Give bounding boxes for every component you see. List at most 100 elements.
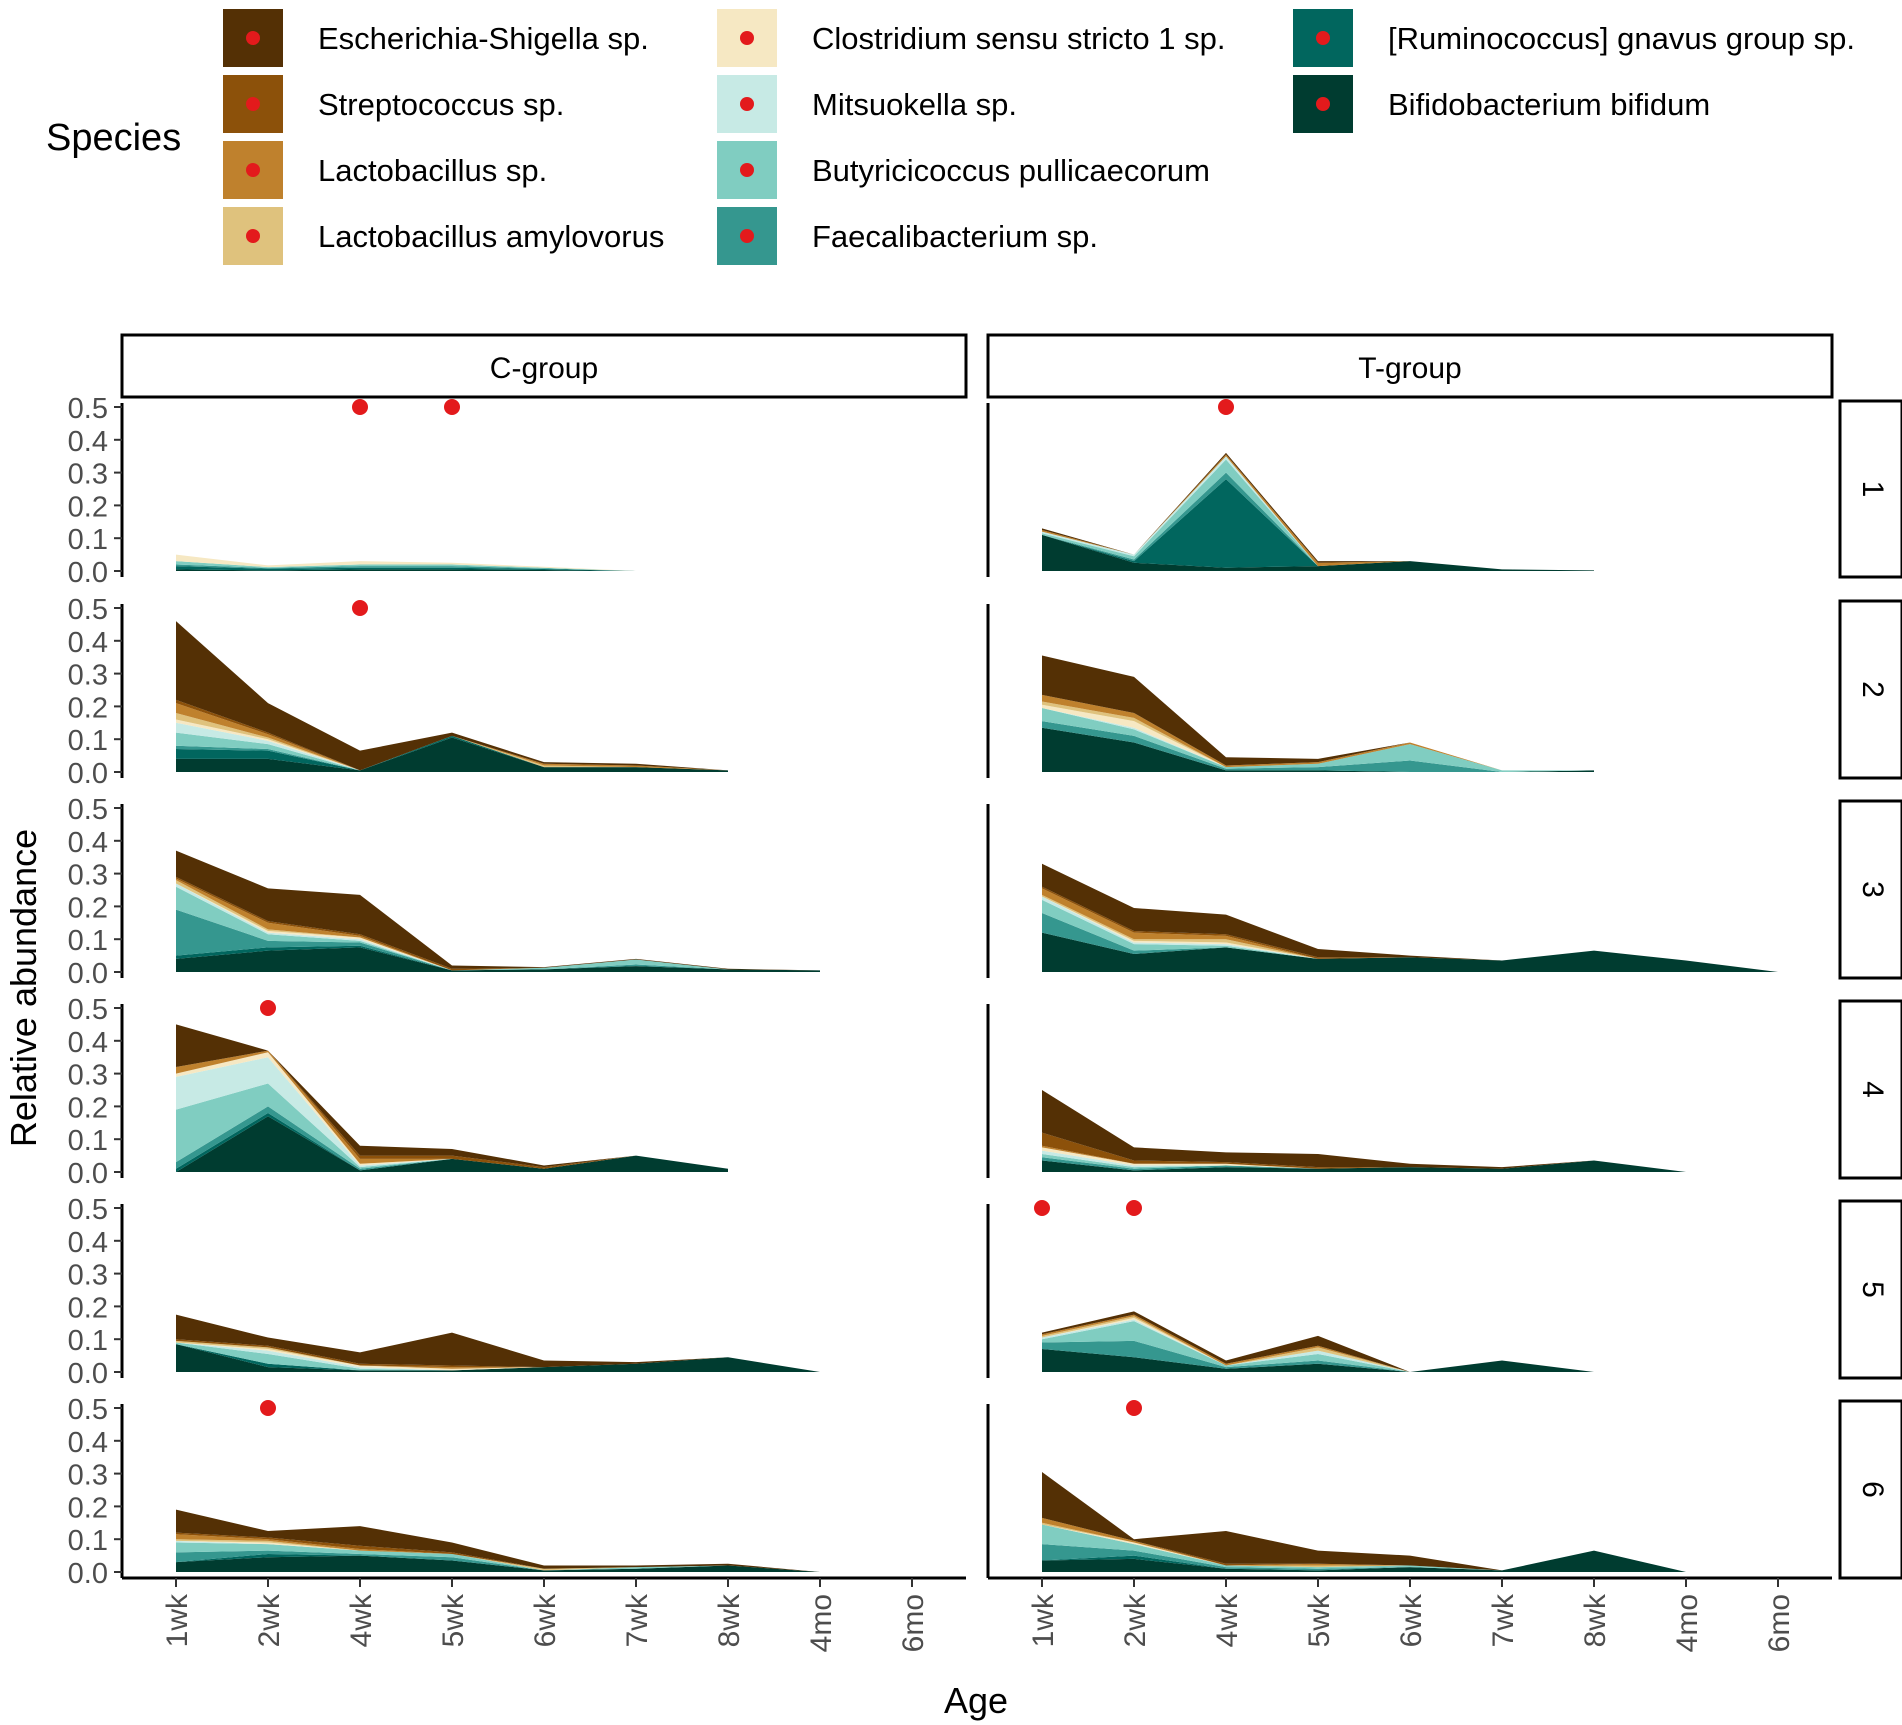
area-band — [1042, 655, 1594, 771]
y-tick-label: 0.4 — [68, 627, 108, 659]
area-band — [176, 1542, 820, 1572]
y-tick-label: 0.4 — [68, 1027, 108, 1059]
x-tick-label: 5wk — [437, 1593, 470, 1647]
area-band — [1042, 727, 1594, 772]
marker-point — [260, 1400, 276, 1416]
area-band — [176, 703, 728, 771]
legend-marker — [246, 229, 260, 243]
panel — [176, 1400, 820, 1572]
marker-point — [352, 600, 368, 616]
y-tick-label: 0.1 — [68, 1125, 108, 1157]
x-tick-label: 6wk — [529, 1593, 562, 1647]
y-tick-label: 0.3 — [68, 1260, 108, 1292]
legend-item: Lactobacillus amylovorus — [221, 205, 664, 267]
area-band — [176, 947, 820, 972]
area-band — [1042, 1550, 1686, 1572]
legend-item: Clostridium sensu stricto 1 sp. — [715, 7, 1225, 69]
axes: 0.00.10.20.30.40.50.00.10.20.30.40.50.00… — [68, 393, 1832, 1652]
panel — [176, 600, 728, 772]
y-tick-label: 0.1 — [68, 524, 108, 556]
strip-row-label: 1 — [1856, 481, 1889, 498]
y-tick-label: 0.5 — [68, 1194, 108, 1226]
legend-marker — [740, 97, 754, 111]
area-band — [176, 850, 820, 971]
strip-column — [986, 333, 1834, 399]
x-tick-label: 4mo — [1671, 1594, 1704, 1652]
legend-marker — [246, 97, 260, 111]
strip-row-label: 3 — [1856, 881, 1889, 898]
panel — [1042, 1400, 1686, 1572]
area-band — [176, 735, 728, 771]
legend-item: Streptococcus sp. — [221, 73, 564, 135]
area-band — [176, 561, 636, 571]
legend-item: Butyricicoccus pullicaecorum — [715, 139, 1210, 201]
x-tick-label: 1wk — [1027, 1593, 1060, 1647]
panel — [1042, 863, 1778, 972]
x-tick-label: 2wk — [1119, 1593, 1152, 1647]
legend-label: Streptococcus sp. — [318, 87, 564, 122]
strip-column-label: T-group — [1358, 352, 1461, 385]
area-band — [176, 1534, 820, 1572]
y-tick-label: 0.0 — [68, 1558, 108, 1590]
area-band — [176, 1532, 820, 1572]
y-tick-label: 0.5 — [68, 393, 108, 425]
x-tick-label: 1wk — [161, 1593, 194, 1647]
legend-item: Mitsuokella sp. — [715, 73, 1017, 135]
area-band — [176, 569, 636, 571]
legend-label: Escherichia-Shigella sp. — [318, 21, 649, 56]
legend-item: Faecalibacterium sp. — [715, 205, 1098, 267]
legend-item: Escherichia-Shigella sp. — [221, 7, 649, 69]
y-tick-label: 0.2 — [68, 892, 108, 924]
x-tick-label: 6mo — [897, 1594, 930, 1652]
x-tick-label: 4wk — [1211, 1593, 1244, 1647]
y-tick-label: 0.4 — [68, 827, 108, 859]
area-band — [176, 566, 636, 571]
y-tick-label: 0.1 — [68, 1525, 108, 1557]
area-band — [1042, 1544, 1686, 1572]
x-tick-label: 4mo — [805, 1594, 838, 1652]
y-tick-label: 0.0 — [68, 557, 108, 589]
area-band — [1042, 479, 1594, 571]
area-band — [176, 737, 728, 772]
area-band — [1042, 721, 1594, 772]
area-band — [176, 554, 636, 571]
area-band — [1042, 456, 1594, 571]
legend-marker — [1316, 97, 1330, 111]
legend-label: Clostridium sensu stricto 1 sp. — [812, 21, 1225, 56]
area-band — [1042, 1550, 1686, 1572]
legend-marker — [740, 229, 754, 243]
marker-point — [1218, 399, 1234, 415]
panel — [176, 399, 636, 571]
area-band — [1042, 1132, 1686, 1172]
facet-panels — [176, 399, 1778, 1572]
legend-label: Bifidobacterium bifidum — [1388, 87, 1710, 122]
y-tick-label: 0.3 — [68, 1060, 108, 1092]
legend-label: Faecalibacterium sp. — [812, 219, 1098, 254]
panel — [1042, 1090, 1686, 1172]
species-legend: Species Escherichia-Shigella sp. Streptoco… — [46, 7, 1855, 267]
y-tick-label: 0.1 — [68, 1325, 108, 1357]
area-band — [1042, 1517, 1686, 1572]
marker-point — [1034, 1200, 1050, 1216]
strip-row-label: 4 — [1856, 1081, 1889, 1098]
strip-row — [1838, 399, 1902, 579]
area-band — [176, 1550, 820, 1572]
marker-point — [444, 399, 460, 415]
area-band — [176, 732, 728, 771]
strip-row-label: 6 — [1856, 1481, 1889, 1498]
area-band — [176, 1116, 728, 1172]
y-tick-label: 0.0 — [68, 1158, 108, 1190]
area-band — [1042, 1311, 1594, 1372]
y-tick-label: 0.1 — [68, 725, 108, 757]
legend-label: Butyricicoccus pullicaecorum — [812, 153, 1210, 188]
area-band — [1042, 1160, 1686, 1172]
area-band — [1042, 534, 1594, 571]
y-tick-label: 0.0 — [68, 958, 108, 990]
legend-item: [Ruminococcus] gnavus group sp. — [1291, 7, 1855, 69]
strip-row-label: 2 — [1856, 681, 1889, 698]
y-tick-label: 0.0 — [68, 1358, 108, 1390]
y-tick-label: 0.3 — [68, 1460, 108, 1492]
area-band — [176, 621, 728, 771]
legend-item: Lactobacillus sp. — [221, 139, 547, 201]
